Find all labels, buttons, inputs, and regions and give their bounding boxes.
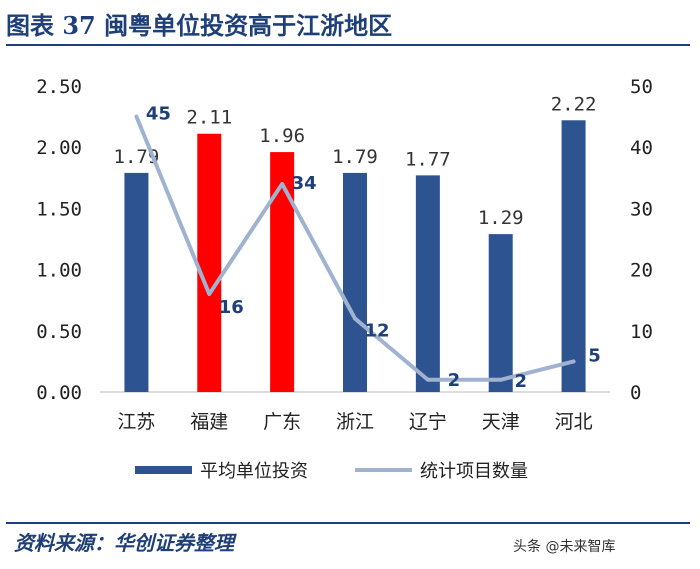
bar-series	[100, 120, 610, 393]
title-divider	[6, 44, 690, 46]
left-tick-label: 1.00	[36, 260, 82, 282]
bar	[197, 133, 222, 392]
line-value-label: 2	[514, 371, 527, 392]
bar	[488, 234, 513, 392]
category-label: 天津	[482, 411, 520, 433]
watermark: 头条 @未来智库	[513, 539, 616, 555]
right-tick-label: 50	[630, 76, 653, 98]
line-value-label: 45	[146, 104, 171, 125]
category-label: 江苏	[117, 411, 155, 433]
chart: 0.00 0.50 1.00 1.50 2.00 2.50 0 10 20 30 40 50 1.7…	[36, 76, 653, 482]
bar-value-label: 2.11	[186, 107, 232, 129]
category-label: 广东	[263, 411, 301, 433]
legend-bar-swatch	[135, 466, 192, 474]
bar	[561, 120, 586, 392]
bar	[124, 172, 149, 392]
line-labels: 45 16 34 12 2 2 5	[146, 104, 601, 392]
legend: 平均单位投资 统计项目数量	[135, 461, 528, 482]
bar-value-label: 2.22	[551, 93, 597, 115]
right-tick-label: 0	[630, 382, 641, 404]
right-tick-label: 20	[630, 260, 653, 282]
line-value-label: 5	[588, 345, 601, 366]
right-axis-ticks: 0 10 20 30 40 50	[630, 76, 653, 404]
chart-title: 图表 37 闽粤单位投资高于江浙地区	[6, 11, 393, 40]
left-tick-label: 2.50	[36, 76, 82, 98]
right-tick-label: 10	[630, 321, 653, 343]
category-label: 辽宁	[409, 411, 447, 433]
bar	[270, 152, 295, 392]
left-tick-label: 0.00	[36, 382, 82, 404]
line-value-label: 2	[448, 370, 461, 391]
right-tick-label: 30	[630, 198, 653, 220]
right-tick-label: 40	[630, 137, 653, 159]
legend-bar-label: 平均单位投资	[200, 461, 308, 482]
left-axis-ticks: 0.00 0.50 1.00 1.50 2.00 2.50	[36, 76, 82, 404]
bar-value-label: 1.79	[332, 146, 378, 168]
category-labels: 江苏 福建 广东 浙江 辽宁 天津 河北	[117, 411, 592, 433]
line-value-label: 16	[219, 297, 244, 318]
source-note: 资料来源：华创证券整理	[14, 531, 234, 555]
line-value-label: 12	[364, 321, 389, 342]
bar	[343, 172, 367, 392]
bar-value-label: 1.79	[114, 146, 160, 168]
category-label: 河北	[555, 411, 593, 433]
category-label: 浙江	[336, 411, 374, 433]
bar-value-label: 1.77	[405, 148, 451, 170]
footer-divider	[6, 522, 690, 524]
line-value-label: 34	[292, 173, 317, 194]
legend-line-label: 统计项目数量	[420, 461, 528, 482]
category-label: 福建	[190, 411, 228, 433]
left-tick-label: 1.50	[36, 198, 82, 220]
bar	[415, 175, 440, 392]
left-tick-label: 2.00	[36, 137, 82, 159]
bar-labels: 1.79 2.11 1.96 1.79 1.77 1.29 2.22	[114, 93, 597, 229]
line-series	[134, 114, 576, 382]
bar-value-label: 1.96	[259, 125, 305, 147]
bar-value-label: 1.29	[478, 207, 524, 229]
left-tick-label: 0.50	[36, 321, 82, 343]
